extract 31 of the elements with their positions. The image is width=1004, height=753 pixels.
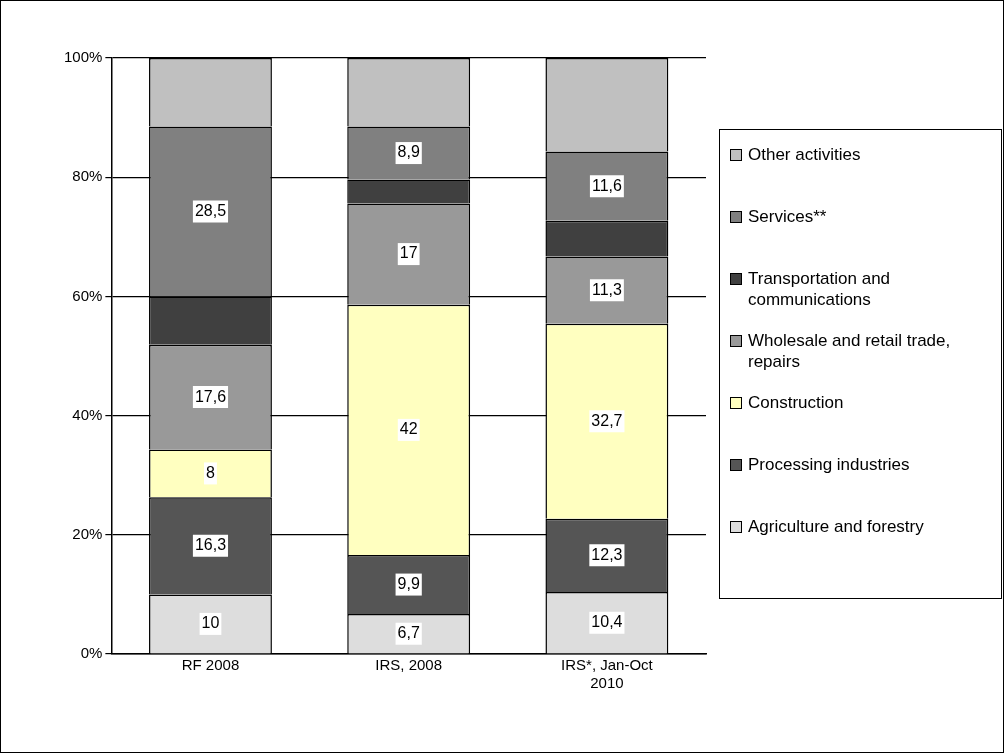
data-label: 32,7 [591,411,623,429]
data-label: 17,6 [194,387,227,405]
legend-label: Wholesale and retail trade, repairs [748,330,952,372]
data-label: 42 [399,420,418,438]
data-label: 8,9 [397,143,420,161]
legend-label: Agriculture and forestry [748,516,924,537]
x-tick-label: IRS, 2008 [375,656,443,674]
data-label: 17 [399,244,418,262]
y-tick-label: 0% [80,644,103,662]
x-tick-label: IRS*, Jan-Oct 2010 [561,656,654,692]
data-label: 28,5 [194,201,227,219]
data-label: 11,3 [591,280,622,298]
data-label: 9,9 [397,574,420,592]
x-tick-label: RF 2008 [181,656,240,674]
y-tick-label: 80% [72,167,103,185]
data-label: 6,7 [397,624,420,642]
legend-label: Transportation and communications [748,268,892,310]
data-label: 8 [206,463,216,481]
data-label: 11,6 [591,176,622,194]
legend-label: Construction [748,392,844,413]
y-tick-label: 40% [72,405,103,423]
data-label: 10,4 [591,613,623,631]
data-label: 12,3 [591,545,623,563]
legend-label: Services** [748,206,827,227]
legend-label: Processing industries [748,454,910,475]
legend-label: Other activities [748,144,861,165]
y-tick-label: 100% [63,48,103,66]
data-label: 10 [201,614,220,632]
y-tick-label: 20% [72,524,103,542]
data-label: 16,3 [194,536,227,554]
y-tick-label: 60% [72,286,103,304]
